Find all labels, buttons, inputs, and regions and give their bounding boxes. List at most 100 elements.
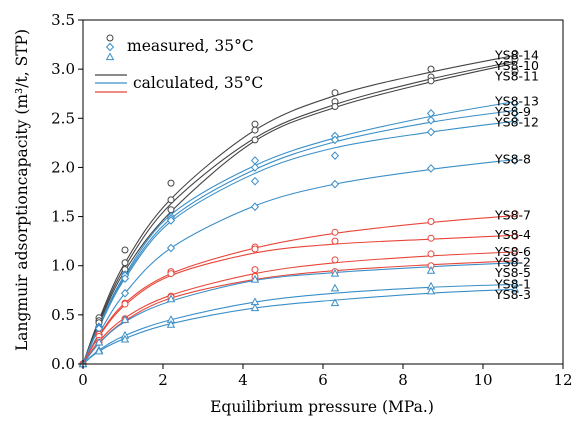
y-tick-label: 3.0 <box>51 60 75 78</box>
measured-point-ys8-6 <box>251 266 259 274</box>
measured-point-ys8-12 <box>250 176 260 186</box>
measured-point-ys8-14 <box>167 179 175 187</box>
y-tick-label: 0.0 <box>51 355 75 373</box>
measured-point-ys8-12 <box>120 274 130 283</box>
measured-point-ys8-11 <box>511 67 519 75</box>
measured-point-ys8-11 <box>427 77 435 85</box>
x-tick-label: 6 <box>318 371 328 389</box>
measured-point-ys8-3 <box>250 303 260 312</box>
series-label-ys8-8: YS8-8 <box>494 152 531 167</box>
calculated-line-ys8-14 <box>82 54 516 365</box>
measured-point-ys8-4 <box>251 245 259 253</box>
measured-point-ys8-3 <box>94 346 104 355</box>
measured-point-ys8-11 <box>331 102 339 110</box>
legend-label-calculated: calculated, 35°C <box>133 74 263 92</box>
series-label-ys8-12: YS8-12 <box>494 115 539 130</box>
measured-point-ys8-6 <box>427 250 435 258</box>
y-tick-label: 0.5 <box>51 306 75 324</box>
measured-point-ys8-8 <box>330 179 340 189</box>
legend-marker-diamond <box>105 42 115 52</box>
y-axis-title: Langmuir adsorptioncapacity (m³/t, STP) <box>13 29 31 351</box>
x-tick-label: 12 <box>553 371 572 389</box>
measured-point-ys8-8 <box>426 164 436 173</box>
y-tick-label: 1.5 <box>51 208 75 226</box>
measured-point-ys8-5 <box>250 274 260 283</box>
measured-point-ys8-14 <box>121 246 129 254</box>
measured-point-ys8-12 <box>426 127 436 137</box>
measured-point-ys8-11 <box>251 136 259 144</box>
measured-point-ys8-5 <box>94 337 104 346</box>
measured-point-ys8-13 <box>510 99 520 108</box>
measured-point-ys8-3 <box>120 334 130 343</box>
y-tick-label: 3.5 <box>51 11 75 29</box>
series-label-ys8-5: YS8-5 <box>494 265 531 280</box>
x-tick-label: 0 <box>78 371 88 389</box>
x-tick-label: 8 <box>398 371 408 389</box>
series-label-ys8-9: YS8-9 <box>494 104 531 119</box>
measured-point-ys8-10 <box>511 55 519 63</box>
series-label-ys8-7: YS8-7 <box>494 208 531 223</box>
y-tick-label: 1.0 <box>51 257 75 275</box>
measured-point-ys8-9 <box>330 135 340 145</box>
y-tick-label: 2.5 <box>51 109 75 127</box>
measured-markers-layer <box>78 49 520 369</box>
measured-point-ys8-5 <box>330 268 340 277</box>
measured-point-ys8-8 <box>166 243 176 253</box>
measured-point-ys8-12 <box>166 216 176 225</box>
measured-point-ys8-9 <box>426 115 436 125</box>
measured-point-ys8-11 <box>167 206 175 214</box>
measured-point-ys8-14 <box>331 89 339 97</box>
series-label-ys8-13: YS8-13 <box>494 94 539 109</box>
measured-point-ys8-5 <box>120 315 130 323</box>
series-label-ys8-4: YS8-4 <box>494 227 531 242</box>
measured-point-ys8-7 <box>331 228 339 236</box>
series-label-ys8-11: YS8-11 <box>494 68 539 83</box>
measured-point-ys8-14 <box>251 120 259 128</box>
measured-point-ys8-14 <box>427 65 435 73</box>
measured-point-ys8-10 <box>121 259 129 267</box>
legend: measured, 35°C calculated, 35°C <box>95 34 263 93</box>
x-tick-label: 10 <box>473 371 492 389</box>
measured-point-ys8-4 <box>167 270 175 278</box>
series-label-ys8-10: YS8-10 <box>494 58 539 73</box>
measured-point-ys8-6 <box>331 256 339 264</box>
measured-point-ys8-3 <box>166 320 176 328</box>
measured-point-ys8-4 <box>121 300 129 308</box>
legend-label-measured: measured, 35°C <box>127 37 254 55</box>
series-label-ys8-3: YS8-3 <box>494 287 531 302</box>
legend-marker-triangle <box>105 52 115 61</box>
measured-point-ys8-10 <box>167 196 175 204</box>
axis-ticks-layer: 0 2 4 6 8 10 12 0.0 0.5 1.0 1.5 2.0 2.5 3.0 3.5 <box>51 11 572 389</box>
measured-point-ys8-12 <box>330 151 340 160</box>
measured-point-ys8-4 <box>331 237 339 245</box>
measured-point-ys8-5 <box>166 294 176 303</box>
measured-point-ys8-3 <box>330 298 340 307</box>
measured-point-ys8-8 <box>510 156 520 165</box>
measured-point-ys8-3 <box>426 286 436 295</box>
series-label-ys8-14: YS8-14 <box>494 47 539 62</box>
measured-point-ys8-8 <box>120 288 130 298</box>
series-label-ys8-2: YS8-2 <box>494 254 531 269</box>
measured-point-ys8-1 <box>330 283 340 292</box>
measured-point-ys8-7 <box>511 210 519 218</box>
measured-point-ys8-9 <box>250 163 260 172</box>
measured-point-ys8-3 <box>510 284 520 293</box>
measured-point-ys8-4 <box>511 232 519 240</box>
measured-point-ys8-12 <box>510 115 520 125</box>
measured-point-ys8-10 <box>251 126 259 134</box>
series-label-ys8-6: YS8-6 <box>494 244 531 259</box>
measured-point-ys8-7 <box>427 217 435 225</box>
x-tick-label: 4 <box>238 371 248 389</box>
calculated-line-ys8-11 <box>82 62 516 365</box>
measured-point-ys8-6 <box>511 247 519 255</box>
measured-point-ys8-4 <box>427 234 435 242</box>
y-tick-label: 2.0 <box>51 158 75 176</box>
x-tick-label: 2 <box>158 371 168 389</box>
measured-point-ys8-8 <box>250 202 260 212</box>
x-axis-title: Equilibrium pressure (MPa.) <box>210 398 434 416</box>
legend-marker-circle <box>106 34 114 42</box>
series-label-ys8-1: YS8-1 <box>494 276 531 291</box>
measured-point-ys8-5 <box>510 256 520 264</box>
